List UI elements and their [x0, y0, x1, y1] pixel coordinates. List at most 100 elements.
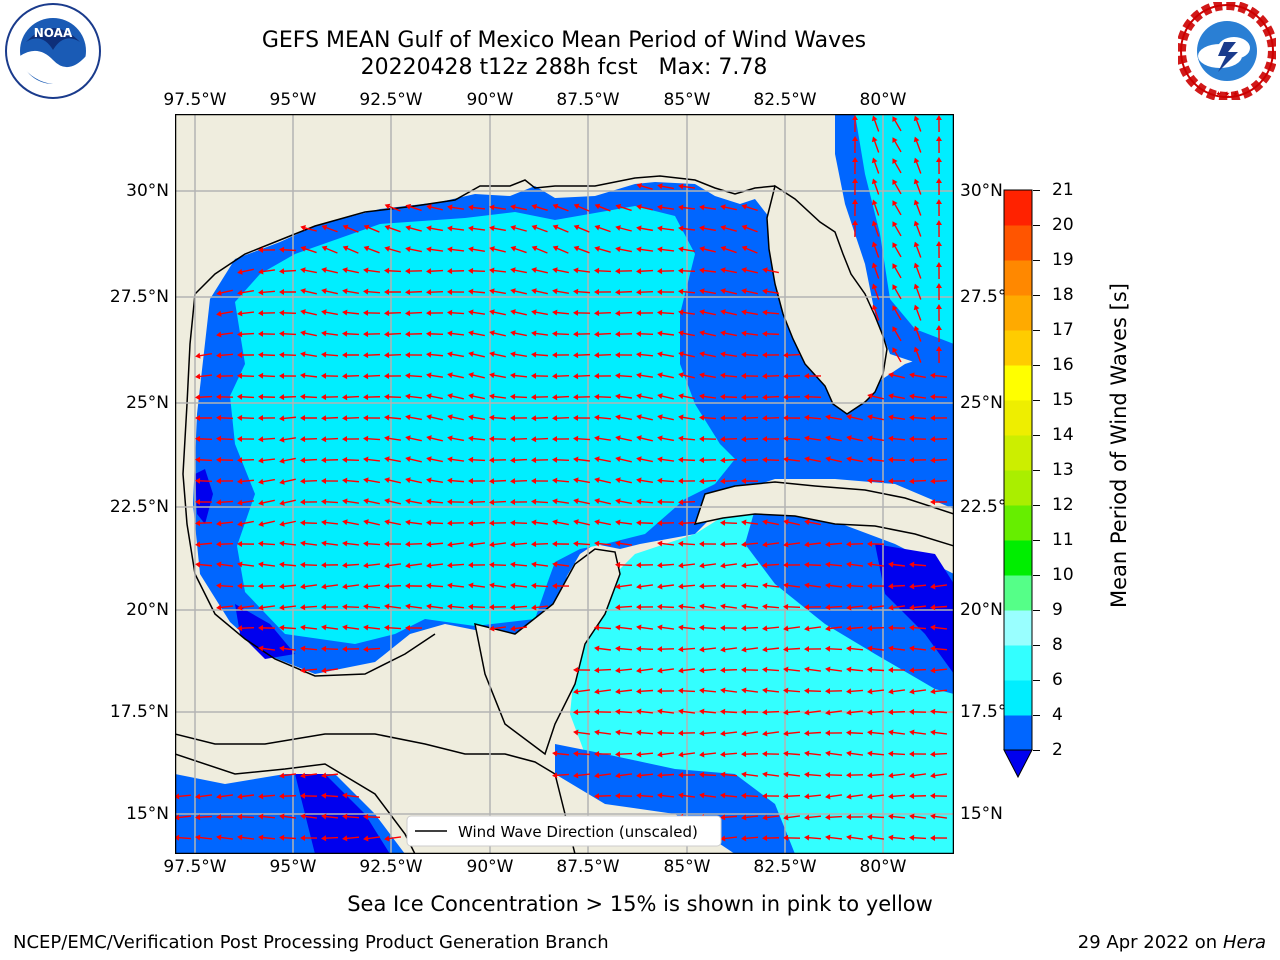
gulf-interior: [230, 206, 735, 644]
wind-wave-arrow: [447, 225, 465, 232]
colorbar-band: [1004, 645, 1032, 681]
wind-wave-arrow: [888, 772, 906, 779]
wind-wave-arrow: [699, 708, 717, 715]
wind-wave-arrow: [342, 603, 360, 610]
wind-wave-arrow: [762, 582, 780, 589]
wind-wave-arrow: [615, 645, 633, 652]
wind-wave-arrow: [447, 268, 465, 275]
wind-wave-arrow: [636, 708, 654, 715]
colorbar-band: [1004, 505, 1032, 541]
wind-wave-arrow: [594, 540, 612, 547]
wind-wave-arrow: [216, 289, 233, 296]
wind-wave-arrow: [615, 604, 633, 611]
wind-wave-arrow: [573, 267, 591, 274]
wind-wave-arrow: [867, 729, 885, 736]
wind-wave-arrow: [321, 351, 339, 358]
wind-wave-arrow: [426, 268, 444, 275]
wind-wave-arrow: [762, 394, 780, 401]
wind-wave-arrow: [615, 393, 633, 400]
wind-wave-arrow: [594, 435, 612, 442]
wind-wave-arrow: [489, 435, 507, 442]
wind-wave-arrow: [762, 415, 780, 422]
wind-wave-arrow: [573, 394, 591, 401]
wind-wave-arrow: [426, 351, 444, 358]
wind-wave-arrow: [426, 456, 443, 463]
wind-wave-arrow: [636, 456, 653, 463]
wind-wave-arrow: [405, 289, 423, 296]
yucatan-land: [474, 548, 621, 756]
wind-wave-arrow: [531, 203, 548, 212]
wind-wave-arrow: [846, 456, 863, 463]
wind-wave-arrow: [300, 772, 318, 779]
wind-wave-arrow: [762, 541, 780, 548]
wind-wave-arrow: [531, 477, 549, 484]
wind-wave-arrow: [762, 373, 780, 380]
wind-wave-arrow: [657, 562, 675, 569]
wind-wave-arrow: [657, 351, 674, 358]
wind-wave-arrow: [783, 666, 801, 673]
wind-wave-arrow: [852, 157, 859, 175]
wind-wave-arrow: [531, 457, 549, 464]
wind-wave-arrow: [935, 325, 942, 343]
wind-wave-arrow: [871, 304, 880, 321]
wind-wave-arrow: [384, 373, 402, 380]
wind-wave-arrow: [678, 246, 696, 253]
wind-wave-arrow: [342, 245, 359, 254]
wind-wave-arrow: [300, 645, 318, 652]
wind-wave-arrow: [447, 372, 464, 379]
wind-wave-arrow: [657, 414, 674, 421]
wind-wave-arrow: [279, 309, 297, 316]
wind-wave-arrow: [699, 687, 717, 694]
wind-wave-arrow: [594, 645, 612, 652]
wind-wave-arrow: [636, 268, 654, 275]
wind-wave-arrow: [762, 309, 780, 316]
wind-wave-arrow: [804, 646, 822, 653]
wind-wave-arrow: [258, 561, 276, 568]
wind-wave-arrow: [867, 456, 885, 463]
wind-wave-arrow: [804, 834, 822, 841]
atlantic-interior: [855, 114, 954, 344]
wind-wave-arrow: [867, 772, 885, 779]
lat-label-left: 30°N: [126, 181, 169, 201]
wind-wave-arrow: [930, 834, 948, 841]
wind-wave-arrow: [909, 813, 927, 820]
wind-wave-arrow: [825, 750, 843, 757]
colorbar-tick-label: 4: [1052, 705, 1063, 725]
wind-wave-arrow: [573, 477, 590, 484]
wind-wave-arrow: [678, 708, 696, 715]
wind-wave-arrow: [892, 263, 902, 279]
wind-wave-arrow: [852, 178, 859, 196]
wind-wave-arrow: [216, 331, 234, 338]
wind-wave-arrow: [699, 267, 717, 274]
wind-wave-arrow: [720, 415, 738, 422]
wind-wave-arrow: [888, 414, 906, 421]
wind-wave-arrow: [636, 751, 654, 758]
wind-wave-arrow: [321, 540, 339, 547]
wind-wave-arrow: [720, 835, 738, 842]
wind-wave-arrow: [741, 814, 759, 821]
wind-wave-arrow: [678, 687, 696, 694]
wind-wave-arrow: [720, 372, 738, 379]
wind-wave-arrow: [657, 729, 675, 736]
wind-wave-arrow: [871, 157, 880, 174]
map-gridlines: [175, 114, 954, 854]
wind-wave-arrow: [846, 709, 864, 716]
wind-wave-arrow: [892, 221, 902, 237]
wind-wave-arrow: [426, 204, 443, 211]
wind-wave-arrow: [678, 499, 696, 506]
wind-wave-arrow: [678, 478, 696, 485]
wind-wave-arrow: [279, 268, 297, 275]
colorbar-band: [1004, 610, 1032, 646]
wind-wave-arrow: [783, 834, 801, 841]
wind-wave-arrow: [573, 519, 590, 526]
wind-wave-arrow: [552, 373, 570, 380]
wind-wave-arrow: [678, 435, 696, 442]
wind-wave-arrow: [237, 310, 255, 317]
wind-wave-arrow: [279, 583, 297, 590]
wind-wave-arrow: [909, 372, 926, 379]
wind-wave-arrow: [279, 436, 297, 443]
wind-wave-arrow: [678, 351, 695, 358]
wind-wave-arrow: [489, 225, 506, 232]
wind-wave-arrow: [930, 772, 948, 779]
wind-wave-arrow: [552, 540, 570, 547]
